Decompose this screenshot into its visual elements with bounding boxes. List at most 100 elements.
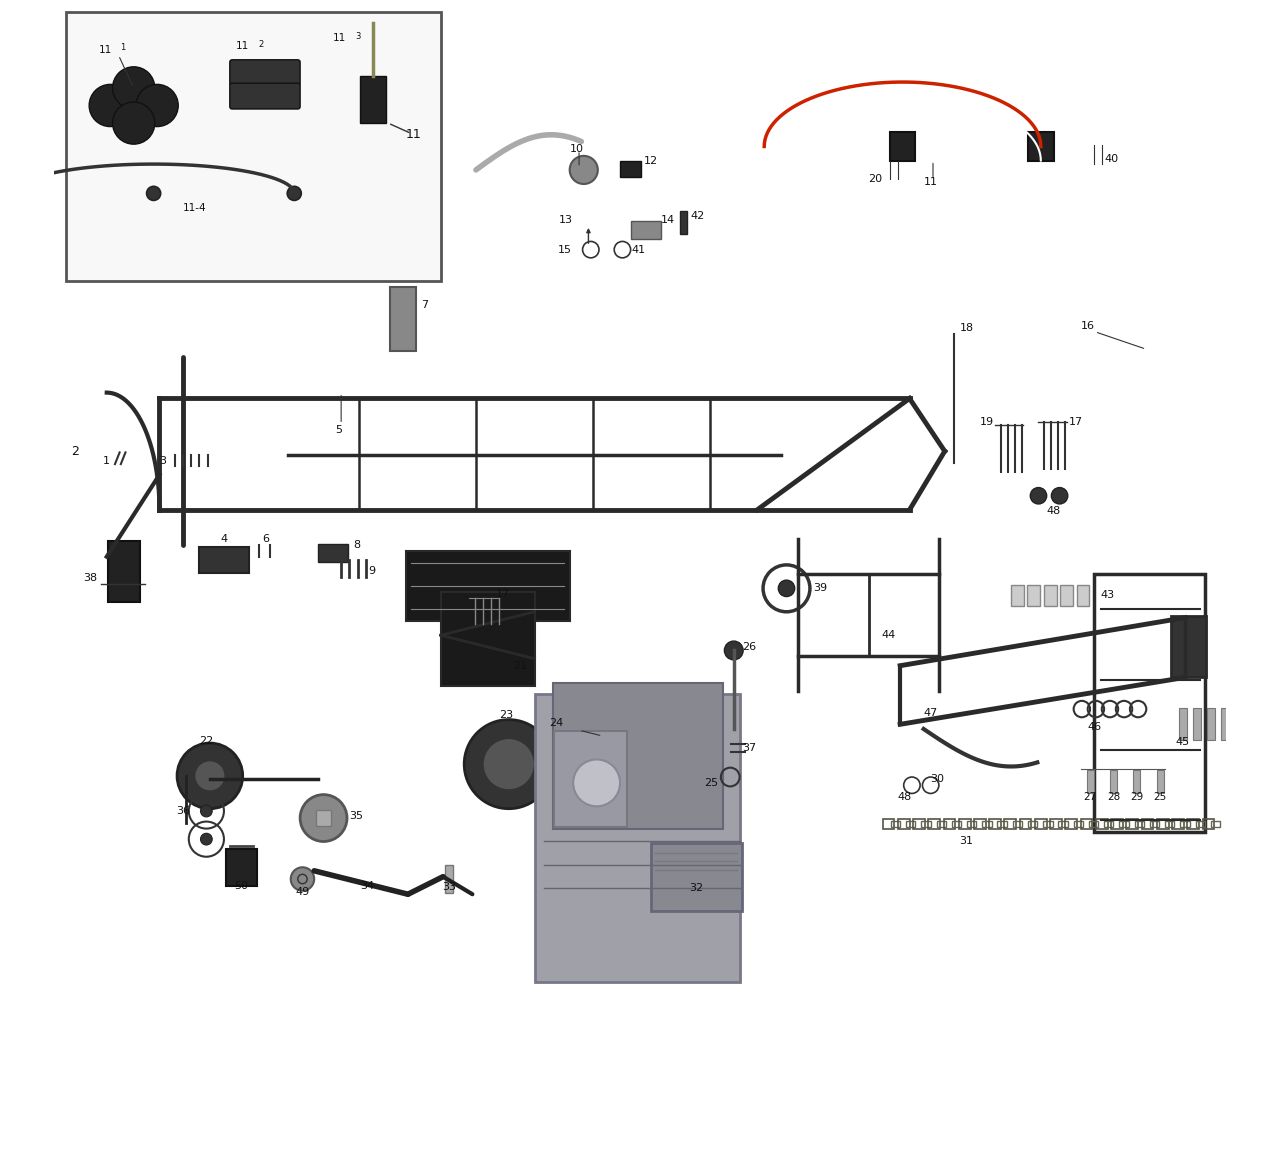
Bar bbox=[1028, 820, 1037, 827]
Circle shape bbox=[201, 833, 212, 845]
Bar bbox=[928, 819, 940, 829]
Text: 31: 31 bbox=[959, 837, 973, 846]
Bar bbox=[1165, 820, 1175, 827]
Bar bbox=[966, 820, 977, 827]
Bar bbox=[1096, 819, 1107, 829]
Bar bbox=[982, 820, 992, 827]
Text: 11: 11 bbox=[99, 45, 111, 55]
Bar bbox=[620, 161, 641, 177]
FancyBboxPatch shape bbox=[65, 12, 440, 281]
Bar bbox=[316, 811, 332, 825]
Bar bbox=[1043, 820, 1052, 827]
Bar bbox=[1036, 819, 1047, 829]
Bar bbox=[1105, 820, 1114, 827]
Text: 9: 9 bbox=[369, 566, 375, 575]
Circle shape bbox=[1030, 488, 1047, 504]
Text: 26: 26 bbox=[742, 642, 756, 652]
Bar bbox=[1149, 820, 1160, 827]
Text: 11: 11 bbox=[406, 128, 421, 142]
Text: 27: 27 bbox=[1083, 792, 1097, 802]
Bar bbox=[1221, 708, 1229, 741]
Text: 49: 49 bbox=[296, 887, 310, 897]
Circle shape bbox=[724, 641, 744, 660]
Text: 14: 14 bbox=[660, 216, 676, 225]
Bar bbox=[1012, 820, 1021, 827]
Bar bbox=[650, 843, 742, 911]
Text: 48: 48 bbox=[897, 792, 913, 802]
Text: 11-4: 11-4 bbox=[183, 203, 206, 213]
Circle shape bbox=[291, 867, 314, 891]
Bar bbox=[897, 819, 910, 829]
Bar bbox=[680, 211, 687, 234]
Bar bbox=[1087, 770, 1093, 793]
Bar bbox=[1157, 819, 1169, 829]
Bar bbox=[1171, 616, 1206, 677]
Bar bbox=[1179, 708, 1187, 741]
Bar bbox=[1020, 819, 1032, 829]
Text: 50: 50 bbox=[234, 881, 248, 891]
Text: 7: 7 bbox=[421, 300, 428, 309]
Text: 1: 1 bbox=[119, 43, 125, 53]
FancyBboxPatch shape bbox=[230, 60, 300, 86]
Bar bbox=[319, 544, 348, 561]
Bar bbox=[1193, 708, 1201, 741]
Bar bbox=[1080, 819, 1092, 829]
Bar bbox=[959, 819, 970, 829]
Text: 5: 5 bbox=[335, 425, 342, 435]
Bar bbox=[445, 865, 453, 893]
Circle shape bbox=[90, 84, 132, 127]
Text: 22: 22 bbox=[200, 736, 214, 745]
Circle shape bbox=[195, 761, 225, 791]
Text: 3: 3 bbox=[160, 456, 166, 465]
Text: 46: 46 bbox=[1088, 722, 1102, 731]
Bar bbox=[1196, 820, 1204, 827]
Bar bbox=[1089, 820, 1098, 827]
Text: 21: 21 bbox=[513, 661, 527, 670]
Circle shape bbox=[113, 67, 155, 109]
Text: 11: 11 bbox=[924, 177, 938, 186]
Bar bbox=[1203, 819, 1215, 829]
Text: 44: 44 bbox=[881, 631, 896, 640]
Text: 32: 32 bbox=[689, 884, 703, 893]
Bar bbox=[360, 76, 385, 123]
Bar bbox=[1005, 819, 1016, 829]
Circle shape bbox=[201, 805, 212, 817]
Text: 17: 17 bbox=[495, 590, 509, 599]
Text: 13: 13 bbox=[559, 216, 573, 225]
Bar bbox=[200, 547, 248, 573]
Circle shape bbox=[570, 156, 598, 184]
Bar bbox=[997, 820, 1007, 827]
Circle shape bbox=[483, 738, 535, 790]
Circle shape bbox=[573, 759, 620, 806]
Text: 10: 10 bbox=[570, 144, 584, 154]
Bar bbox=[1119, 820, 1129, 827]
Text: 29: 29 bbox=[1130, 792, 1143, 802]
FancyBboxPatch shape bbox=[230, 83, 300, 109]
Text: 3: 3 bbox=[356, 32, 361, 41]
Circle shape bbox=[465, 720, 553, 809]
Text: 43: 43 bbox=[1101, 591, 1115, 600]
Circle shape bbox=[778, 580, 795, 597]
Bar bbox=[952, 820, 961, 827]
Text: 20: 20 bbox=[869, 175, 883, 184]
Bar bbox=[891, 820, 900, 827]
Text: 11: 11 bbox=[236, 41, 248, 52]
Text: 16: 16 bbox=[1080, 321, 1094, 331]
Bar bbox=[1028, 585, 1041, 606]
Circle shape bbox=[1051, 488, 1068, 504]
Text: 1: 1 bbox=[104, 456, 110, 465]
Text: 30: 30 bbox=[931, 775, 945, 784]
Text: 36: 36 bbox=[175, 806, 189, 816]
Text: 19: 19 bbox=[979, 417, 995, 427]
Bar bbox=[631, 220, 660, 238]
Bar bbox=[989, 819, 1001, 829]
Bar bbox=[1094, 574, 1206, 832]
Text: 4: 4 bbox=[220, 534, 228, 544]
Text: 6: 6 bbox=[262, 534, 270, 544]
Bar bbox=[883, 819, 895, 829]
Bar bbox=[943, 819, 955, 829]
Text: 34: 34 bbox=[360, 881, 374, 891]
Text: 47: 47 bbox=[924, 708, 938, 717]
Bar bbox=[440, 592, 535, 686]
Bar bbox=[1110, 770, 1117, 793]
